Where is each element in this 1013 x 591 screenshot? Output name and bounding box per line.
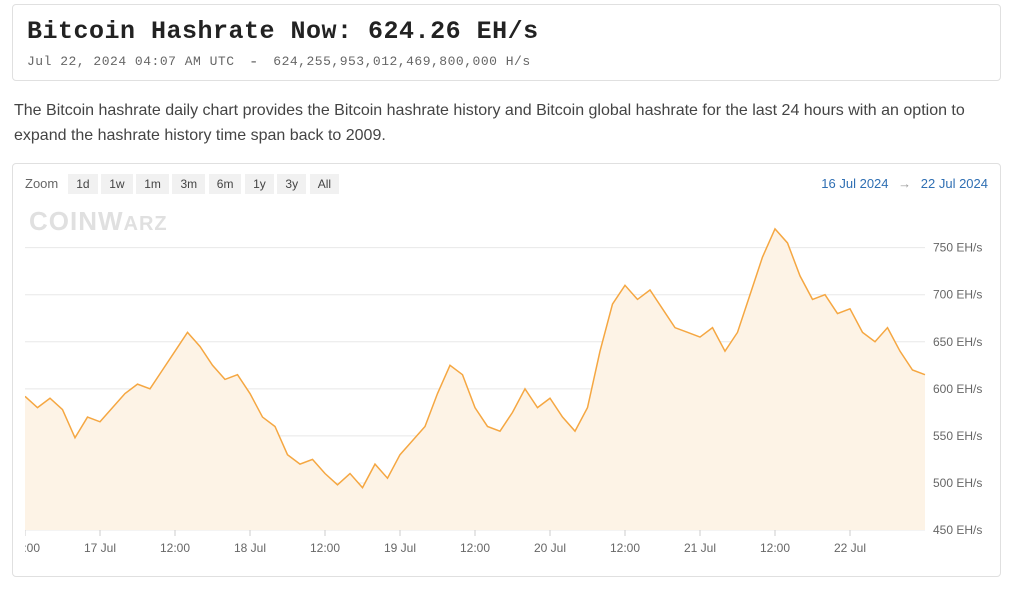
svg-text:17 Jul: 17 Jul bbox=[84, 541, 116, 555]
svg-text:550 EH/s: 550 EH/s bbox=[933, 428, 982, 442]
chart-area[interactable]: COINWARZ 450 EH/s 500 EH/s 550 EH/s 600 EH/… bbox=[25, 200, 985, 570]
chart-card: Zoom 1d 1w 1m 3m 6m 1y 3y All 16 Jul 202… bbox=[12, 163, 1001, 577]
zoom-button-1y[interactable]: 1y bbox=[245, 174, 274, 194]
zoom-group: Zoom 1d 1w 1m 3m 6m 1y 3y All bbox=[25, 174, 339, 194]
date-from[interactable]: 16 Jul 2024 bbox=[821, 176, 888, 191]
description-text: The Bitcoin hashrate daily chart provide… bbox=[14, 99, 999, 149]
header-card: Bitcoin Hashrate Now: 624.26 EH/s Jul 22… bbox=[12, 4, 1001, 81]
zoom-button-3m[interactable]: 3m bbox=[172, 174, 205, 194]
svg-text:12:00: 12:00 bbox=[160, 541, 190, 555]
svg-text:19 Jul: 19 Jul bbox=[384, 541, 416, 555]
page-title: Bitcoin Hashrate Now: 624.26 EH/s bbox=[27, 17, 986, 46]
zoom-button-1w[interactable]: 1w bbox=[101, 174, 132, 194]
separator: - bbox=[249, 53, 259, 71]
svg-text:12:00: 12:00 bbox=[610, 541, 640, 555]
zoom-label: Zoom bbox=[25, 176, 58, 191]
svg-text:600 EH/s: 600 EH/s bbox=[933, 381, 982, 395]
svg-text:450 EH/s: 450 EH/s bbox=[933, 523, 982, 537]
svg-text:12:00: 12:00 bbox=[460, 541, 490, 555]
svg-text:12:00: 12:00 bbox=[310, 541, 340, 555]
zoom-button-6m[interactable]: 6m bbox=[209, 174, 242, 194]
date-to[interactable]: 22 Jul 2024 bbox=[921, 176, 988, 191]
svg-text:700 EH/s: 700 EH/s bbox=[933, 287, 982, 301]
svg-text:21 Jul: 21 Jul bbox=[684, 541, 716, 555]
arrow-icon: → bbox=[898, 176, 911, 191]
timestamp: Jul 22, 2024 04:07 AM UTC bbox=[27, 54, 235, 69]
zoom-button-All[interactable]: All bbox=[310, 174, 339, 194]
svg-text:500 EH/s: 500 EH/s bbox=[933, 476, 982, 490]
svg-text:12:00: 12:00 bbox=[760, 541, 790, 555]
subtitle-row: Jul 22, 2024 04:07 AM UTC - 624,255,953,… bbox=[27, 52, 986, 70]
zoom-button-3y[interactable]: 3y bbox=[277, 174, 306, 194]
svg-text:18 Jul: 18 Jul bbox=[234, 541, 266, 555]
svg-text:750 EH/s: 750 EH/s bbox=[933, 240, 982, 254]
svg-text:22 Jul: 22 Jul bbox=[834, 541, 866, 555]
chart-controls: Zoom 1d 1w 1m 3m 6m 1y 3y All 16 Jul 202… bbox=[25, 174, 988, 194]
zoom-button-1m[interactable]: 1m bbox=[136, 174, 169, 194]
hashrate-chart[interactable]: 450 EH/s 500 EH/s 550 EH/s 600 EH/s 650 EH/s… bbox=[25, 200, 985, 570]
svg-text:20 Jul: 20 Jul bbox=[534, 541, 566, 555]
svg-text:650 EH/s: 650 EH/s bbox=[933, 334, 982, 348]
watermark-text: COINWARZ bbox=[29, 206, 168, 237]
raw-hashrate: 624,255,953,012,469,800,000 H/s bbox=[273, 54, 530, 69]
svg-text:12:00: 12:00 bbox=[25, 541, 40, 555]
date-range: 16 Jul 2024 → 22 Jul 2024 bbox=[821, 176, 988, 191]
zoom-button-1d[interactable]: 1d bbox=[68, 174, 97, 194]
